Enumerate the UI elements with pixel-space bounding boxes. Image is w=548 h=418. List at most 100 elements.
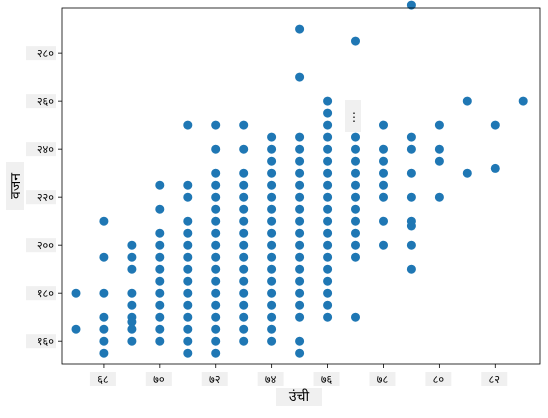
data-point [239, 324, 249, 334]
data-point [239, 276, 249, 286]
data-point [295, 132, 305, 142]
data-point [462, 96, 472, 106]
data-point [295, 168, 305, 178]
data-point [183, 336, 193, 346]
data-point [295, 300, 305, 310]
data-point [127, 317, 137, 327]
data-point [379, 144, 388, 154]
y-tick-label: २२० [37, 191, 54, 204]
x-tick-label: ८० [433, 373, 445, 386]
data-point [183, 276, 193, 286]
x-axis-ticks: ६८ ७० ७२ ७४ ७६ ७८ ८० ८२ [89, 364, 508, 386]
data-point [351, 144, 360, 154]
data-point [211, 324, 221, 334]
data-point [267, 168, 277, 178]
data-point [323, 204, 333, 214]
x-tick-label: ८२ [489, 373, 500, 386]
y-tick-label-bg [26, 238, 56, 253]
y-tick-label: २६० [37, 95, 54, 108]
data-point [183, 348, 193, 358]
data-point [211, 228, 221, 238]
data-point [239, 336, 249, 346]
data-point [183, 300, 193, 310]
data-point [127, 324, 137, 334]
x-tick-label-bg [481, 372, 508, 386]
data-point [323, 156, 333, 166]
data-point [406, 221, 416, 231]
y-tick-label-bg [26, 190, 56, 205]
data-point [155, 240, 165, 250]
data-point [351, 36, 360, 46]
data-point [239, 168, 249, 178]
data-point [155, 324, 165, 334]
data-point [434, 192, 444, 202]
data-point [99, 324, 109, 334]
data-point [211, 240, 221, 250]
data-point [127, 240, 137, 250]
plot-frame [61, 7, 541, 365]
data-point [127, 288, 137, 298]
data-point [406, 144, 416, 154]
y-tick-label-bg [26, 286, 56, 301]
x-axis-label-bg [276, 388, 322, 406]
data-point [267, 312, 277, 322]
data-point [295, 348, 305, 358]
data-point [518, 96, 528, 106]
x-tick-label-bg [89, 372, 116, 386]
data-point [323, 168, 333, 178]
data-point [295, 24, 305, 34]
annotation-box [345, 100, 361, 132]
data-point [267, 132, 277, 142]
data-point [239, 228, 249, 238]
y-tick-label: १८० [37, 287, 54, 300]
x-tick-label: ६८ [97, 373, 109, 386]
data-point [239, 192, 249, 202]
data-point [267, 228, 277, 238]
data-point [183, 264, 193, 274]
x-tick-label-bg [257, 372, 284, 386]
x-axis-label: उंची [289, 388, 310, 405]
y-tick-label-bg [26, 142, 56, 157]
data-point [379, 192, 388, 202]
y-tick-label: २०० [37, 239, 54, 252]
x-tick-label: ७६ [321, 373, 333, 386]
data-point [490, 163, 500, 173]
x-axis-label-group: उंची [276, 388, 322, 406]
data-point [379, 156, 388, 166]
data-point [211, 300, 221, 310]
data-point [267, 216, 277, 226]
data-point [155, 252, 165, 262]
x-tick-label-bg [425, 372, 452, 386]
data-point [406, 0, 416, 10]
data-point [267, 264, 277, 274]
data-point [323, 120, 333, 130]
data-point [490, 120, 500, 130]
data-point [155, 276, 165, 286]
data-point [351, 192, 360, 202]
data-point [267, 324, 277, 334]
data-point [127, 300, 137, 310]
data-point [323, 252, 333, 262]
data-point [183, 228, 193, 238]
data-point [211, 192, 221, 202]
data-point [295, 144, 305, 154]
data-point [434, 120, 444, 130]
data-point [295, 288, 305, 298]
data-point [267, 156, 277, 166]
data-point [183, 216, 193, 226]
data-point [295, 336, 305, 346]
data-point [295, 276, 305, 286]
data-point [379, 180, 388, 190]
data-point [211, 252, 221, 262]
data-point [211, 216, 221, 226]
data-point [211, 336, 221, 346]
x-tick-label-bg [201, 372, 228, 386]
data-point [351, 168, 360, 178]
data-point [323, 192, 333, 202]
data-point [323, 300, 333, 310]
data-point [127, 264, 137, 274]
y-tick-label: १६० [37, 335, 54, 348]
data-point [155, 336, 165, 346]
data-point [127, 336, 137, 346]
data-point [323, 240, 333, 250]
